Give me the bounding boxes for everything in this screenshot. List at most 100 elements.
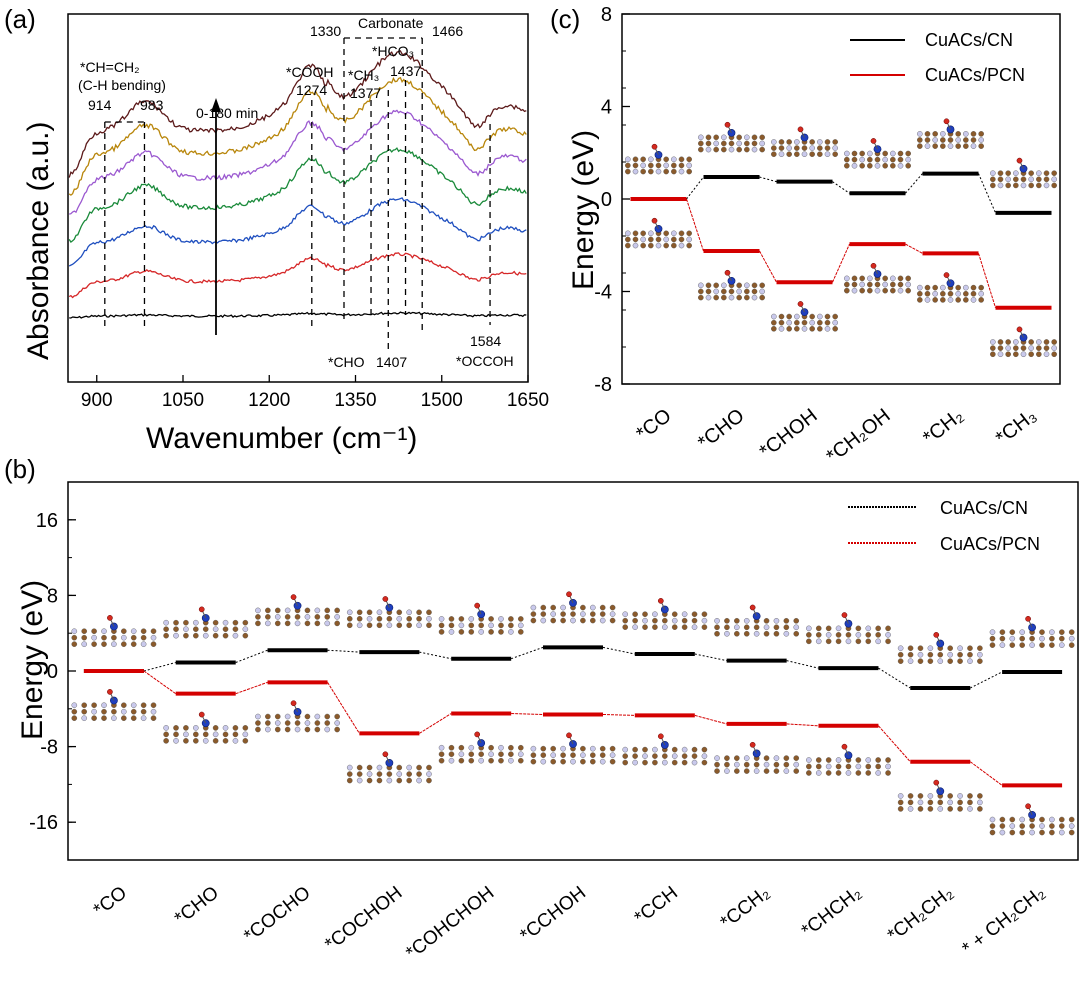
o-atom (749, 604, 756, 611)
atom (81, 641, 87, 647)
annot-1274: 1274 (296, 82, 327, 98)
atom (625, 242, 631, 249)
atom (1019, 642, 1025, 648)
atom (1051, 182, 1057, 189)
atom (882, 287, 888, 294)
b-ytick-label-1: -8 (40, 737, 58, 759)
atom (590, 752, 596, 758)
atom (416, 777, 422, 784)
atom (967, 793, 973, 799)
atom (937, 651, 944, 658)
atom (734, 630, 740, 637)
atom (517, 629, 524, 635)
atom (832, 325, 838, 332)
atom (751, 146, 758, 153)
b-connector-cn-5 (602, 646, 635, 655)
b-connector-pcn-3 (419, 713, 452, 734)
atom (875, 757, 881, 763)
atom (885, 757, 891, 763)
atom (632, 617, 638, 624)
atom (778, 319, 785, 326)
atom (681, 759, 688, 766)
b-structure-pcn-6 (622, 733, 708, 766)
atom (232, 626, 239, 632)
atom (662, 624, 668, 630)
atom (940, 143, 946, 149)
atom (173, 731, 179, 738)
atom (897, 287, 904, 294)
atom (1051, 345, 1057, 351)
c-structure-cn-2 (771, 126, 838, 157)
atom (897, 150, 904, 157)
atom (396, 622, 403, 629)
atom (771, 319, 777, 326)
atom (648, 168, 654, 175)
b-connector-pcn-5 (602, 713, 635, 716)
atom (743, 630, 750, 637)
atom (855, 625, 862, 632)
atom (957, 645, 963, 652)
b-structure-pcn-4 (438, 731, 524, 764)
b-structure-cn-0 (71, 615, 157, 647)
atom (794, 151, 800, 157)
atom (530, 617, 537, 624)
atom (686, 242, 692, 249)
atom (640, 230, 646, 237)
atom (622, 611, 629, 617)
atom (590, 758, 596, 765)
annot-1466: 1466 (432, 23, 463, 39)
atom (783, 630, 790, 637)
atom (957, 658, 963, 664)
c-connector-cn-3 (905, 173, 923, 194)
atom (890, 162, 896, 169)
atom (825, 638, 832, 645)
atom (416, 622, 422, 629)
atom (663, 230, 669, 237)
c-structure-cn-3 (844, 138, 911, 169)
atom (130, 628, 137, 635)
atom (917, 793, 924, 799)
atom (997, 339, 1004, 345)
atom (940, 297, 946, 303)
atom (824, 313, 831, 320)
atom (468, 622, 475, 629)
atom (874, 156, 881, 163)
annot-983: 983 (140, 97, 164, 113)
atom (867, 162, 873, 169)
atom (967, 645, 973, 652)
atom (736, 288, 742, 295)
annot-914: 914 (88, 97, 112, 113)
atom (698, 282, 704, 289)
atom (989, 635, 996, 642)
atom (967, 651, 973, 658)
atom (977, 793, 983, 799)
c-structure-cn-1 (698, 121, 765, 153)
atom (724, 618, 730, 624)
b-connector-cn-2 (327, 649, 360, 653)
atom (550, 745, 556, 752)
atom (885, 763, 891, 770)
atom (242, 738, 249, 744)
atom (825, 632, 832, 638)
atom (609, 604, 616, 611)
atom (671, 168, 677, 175)
atom (786, 319, 792, 326)
atom (140, 641, 147, 647)
atom (771, 325, 777, 332)
o-atom (1025, 615, 1031, 622)
atom (867, 287, 873, 294)
o-atom (724, 121, 731, 128)
atom (701, 624, 708, 630)
b-xlabel-5: *CCHOH (516, 882, 590, 946)
c-structure-cn-5 (990, 157, 1057, 189)
atom (426, 622, 432, 629)
atom (932, 297, 938, 303)
atom (751, 134, 758, 141)
atom (71, 702, 78, 709)
atom (498, 622, 504, 629)
atom (376, 771, 383, 777)
atom (786, 325, 792, 332)
annot-chch2: *CH=CH₂ (80, 59, 140, 75)
atom (1068, 823, 1075, 829)
